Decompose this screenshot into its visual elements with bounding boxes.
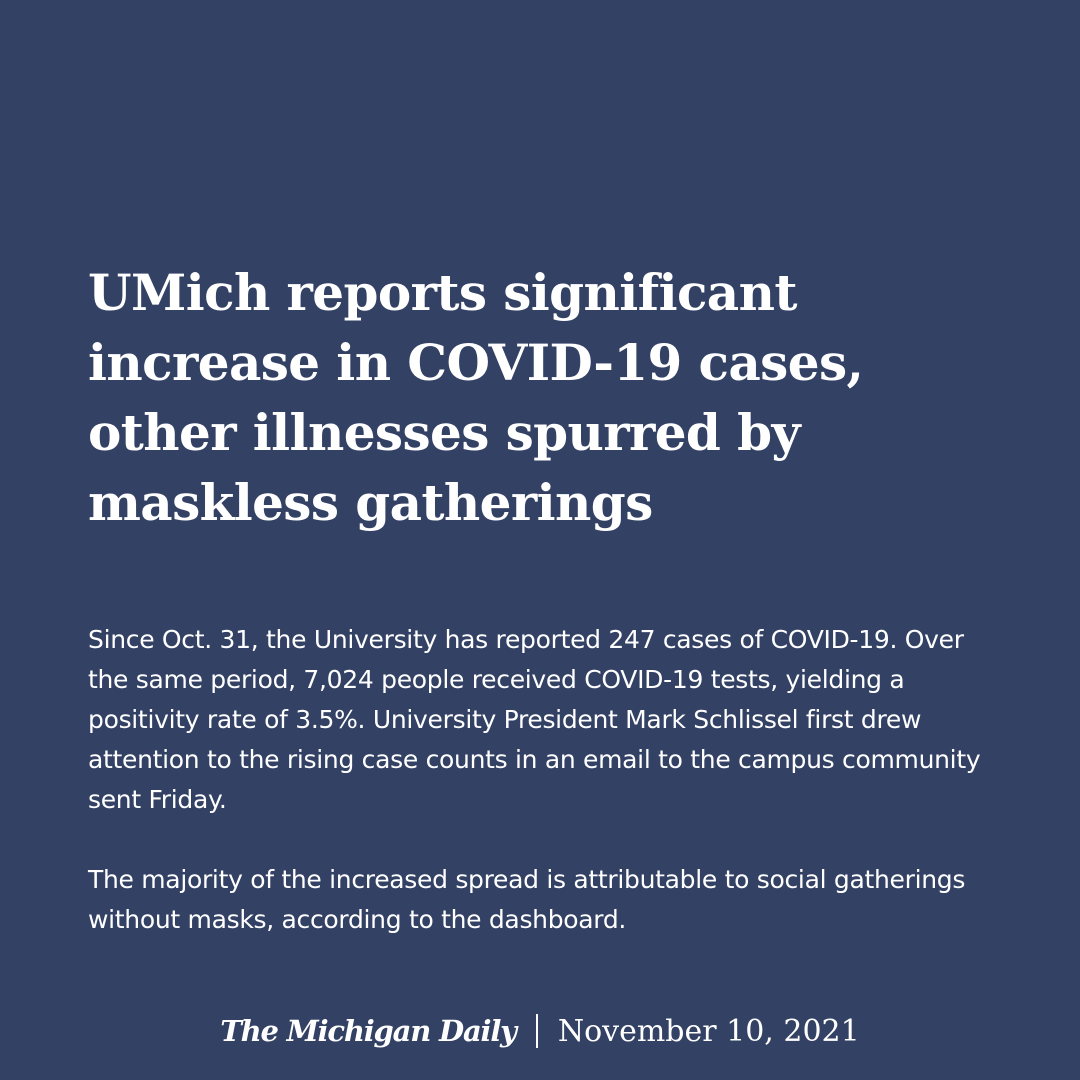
headline-line: other illnesses spurred by (88, 403, 801, 462)
article-summary: Since Oct. 31, the University has report… (88, 620, 988, 940)
headline-line: maskless gatherings (88, 473, 653, 532)
footer-divider (535, 1014, 538, 1048)
michigan-daily-logo: The Michigan Daily (220, 1014, 517, 1048)
summary-paragraph: The majority of the increased spread is … (88, 865, 966, 934)
publish-date: November 10, 2021 (557, 1013, 860, 1049)
headline-line: increase in COVID-19 cases, (88, 333, 864, 392)
headline-line: UMich reports significant (88, 263, 797, 322)
footer: The Michigan Daily November 10, 2021 (0, 1008, 1080, 1054)
headline: UMich reports significant increase in CO… (88, 258, 1018, 538)
summary-paragraph: Since Oct. 31, the University has report… (88, 625, 981, 814)
